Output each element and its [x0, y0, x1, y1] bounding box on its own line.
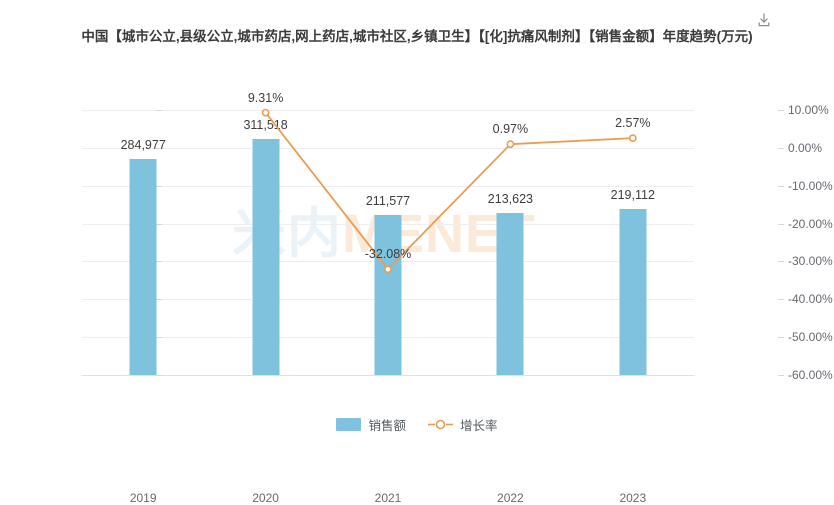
bar[interactable]	[619, 209, 647, 375]
y-axis-right-tick-mark	[778, 299, 784, 301]
bar-value-label: 213,623	[487, 192, 533, 207]
y-axis-right-tick-mark	[778, 185, 784, 187]
growth-rate-value-label: 9.31%	[247, 90, 284, 105]
x-axis-tick-label: 2023	[619, 491, 647, 505]
y-axis-right-tick-label: 10.00%	[788, 103, 829, 117]
legend-label-growth-rate: 增长率	[460, 419, 498, 433]
x-axis-tick-label: 2022	[497, 491, 524, 505]
chart-title: 中国【城市公立,县级公立,城市药店,网上药店,城市社区,乡镇卫生】【[化]抗痛风…	[81, 29, 753, 44]
chart-card: 中国【城市公立,县级公立,城市药店,网上药店,城市社区,乡镇卫生】【[化]抗痛风…	[0, 12, 834, 505]
gridline	[82, 375, 694, 376]
y-axis-right-tick-mark	[778, 147, 784, 149]
bar-value-label: 284,977	[120, 138, 166, 153]
bar-value-label: 219,112	[610, 188, 655, 203]
gridline	[82, 185, 694, 187]
y-axis-left-tick-mark	[156, 110, 162, 111]
y-axis-left-tick-mark	[156, 261, 162, 263]
y-axis-right-tick-label: -10.00%	[788, 178, 833, 193]
bar[interactable]	[496, 213, 524, 375]
x-axis-tick-label: 2021	[374, 491, 402, 505]
x-axis-tick-label: 2019	[129, 491, 157, 505]
y-axis-right-tick-mark	[778, 110, 784, 111]
y-axis-right-tick-label: -20.00%	[788, 216, 833, 231]
gridline	[82, 110, 694, 111]
y-axis-left-tick-mark	[156, 185, 162, 187]
legend-item-sales[interactable]: 销售额	[336, 415, 406, 434]
y-axis-left-tick-mark	[156, 147, 162, 149]
bar[interactable]	[252, 139, 280, 375]
y-axis-right-tick-label: -40.00%	[788, 292, 833, 307]
y-axis-right-tick-label: -50.00%	[788, 330, 833, 345]
bar-value-label: 311,518	[243, 118, 288, 133]
download-icon[interactable]	[756, 12, 772, 28]
legend-bar-swatch-icon	[336, 418, 362, 431]
plot-area: 0-60.00%50,000-50.00%100,000-40.00%150,0…	[82, 103, 833, 505]
y-axis-left-tick-mark	[156, 375, 162, 376]
growth-rate-value-label: 2.57%	[615, 116, 651, 131]
y-axis-left-tick-mark	[156, 223, 162, 225]
y-axis-left-tick-mark	[156, 337, 162, 339]
y-axis-right-tick-label: 0.00%	[788, 140, 823, 155]
y-axis-right-tick-mark	[778, 223, 784, 225]
y-axis-right-tick-label: -60.00%	[788, 368, 833, 382]
legend-item-growth-rate[interactable]: 增长率	[428, 415, 498, 434]
x-axis-tick-label: 2020	[252, 491, 279, 505]
chart-title-row: 中国【城市公立,县级公立,城市药店,网上药店,城市社区,乡镇卫生】【[化]抗痛风…	[0, 26, 834, 47]
y-axis-right-tick-mark	[778, 261, 784, 263]
chart-legend: 销售额 增长率	[0, 415, 834, 434]
y-axis-right-tick-mark	[778, 337, 784, 339]
growth-rate-value-label: 0.97%	[492, 122, 529, 137]
growth-rate-value-label: -32.08%	[364, 247, 412, 262]
y-axis-left-tick-mark	[156, 299, 162, 301]
bar[interactable]	[374, 214, 402, 375]
bar[interactable]	[129, 159, 157, 375]
bar-value-label: 211,577	[365, 193, 411, 208]
y-axis-right-tick-label: -30.00%	[788, 254, 833, 269]
y-axis-right-tick-mark	[778, 375, 784, 376]
legend-label-sales: 销售额	[368, 419, 406, 433]
legend-line-swatch-icon	[428, 418, 453, 431]
